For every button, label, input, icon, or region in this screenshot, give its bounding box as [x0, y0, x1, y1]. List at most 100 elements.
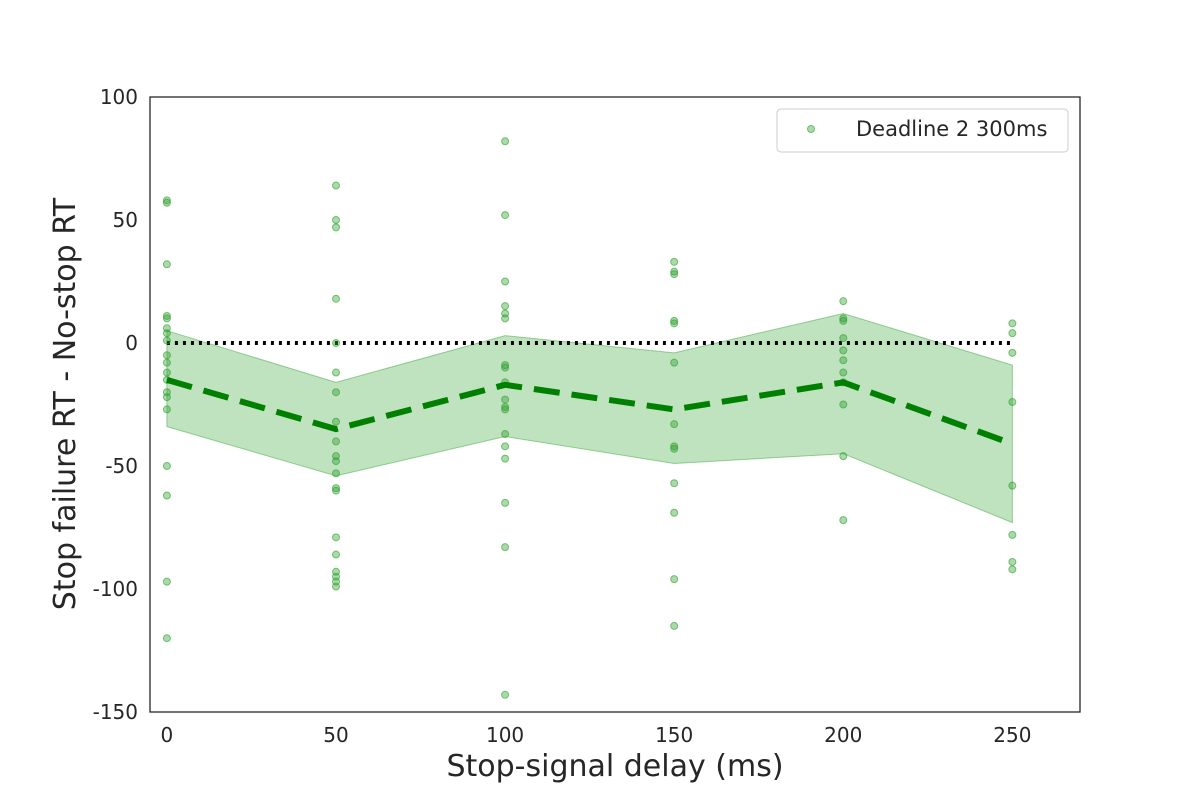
data-point [501, 363, 510, 372]
data-point [1008, 319, 1017, 328]
x-tick-label: 150 [655, 723, 693, 747]
data-point [332, 437, 340, 446]
data-point [670, 442, 679, 451]
y-tick-label: -50 [105, 454, 138, 478]
legend-marker [807, 125, 815, 133]
data-point [501, 302, 510, 311]
data-point [501, 211, 510, 220]
mean-dashed-line [166, 377, 1014, 447]
data-point [162, 405, 171, 414]
data-point [1008, 329, 1017, 338]
data-point [162, 336, 171, 345]
data-point [332, 388, 340, 397]
data-point [332, 223, 340, 232]
data-point [670, 267, 679, 276]
data-point [1008, 481, 1017, 490]
data-point [501, 405, 510, 414]
data-point [501, 442, 510, 451]
data-point [501, 454, 510, 463]
y-tick-label: 0 [125, 331, 138, 355]
data-point [332, 417, 340, 426]
data-point [839, 334, 848, 343]
data-point [670, 508, 679, 517]
y-tick-label: 100 [100, 85, 138, 109]
data-point [1008, 530, 1017, 539]
data-point [839, 316, 848, 325]
data-point [162, 368, 171, 377]
data-point [839, 400, 848, 409]
data-point [501, 314, 510, 323]
data-point [501, 690, 510, 699]
data-point [332, 216, 340, 224]
y-axis-ticks: 100 50 0 -50 -100 -150 [93, 85, 138, 724]
data-point [670, 420, 679, 429]
data-point [501, 361, 510, 370]
data-point [501, 395, 510, 404]
data-point [839, 314, 848, 323]
data-point [162, 314, 171, 323]
y-axis-title: Stop failure RT - No-stop RT [48, 197, 83, 610]
data-point [839, 297, 848, 306]
data-point [332, 181, 340, 190]
data-point [1008, 565, 1017, 574]
x-tick-label: 0 [161, 723, 174, 747]
data-point [332, 484, 340, 493]
data-point [501, 402, 510, 411]
data-point [332, 457, 340, 466]
y-tick-label: 50 [113, 208, 138, 232]
data-point [332, 339, 340, 347]
data-point [332, 469, 340, 478]
data-point [162, 462, 171, 470]
data-point [670, 444, 679, 453]
legend: Deadline 2 300ms [776, 108, 1069, 153]
data-point [162, 393, 171, 402]
data-point [670, 319, 679, 328]
data-point [1008, 348, 1017, 357]
data-point [670, 316, 679, 325]
data-point [839, 452, 848, 461]
confidence-band-layer [166, 312, 1013, 524]
data-point [670, 575, 679, 584]
data-point [501, 543, 510, 552]
data-point [332, 486, 340, 495]
data-point [162, 577, 171, 586]
data-point [670, 358, 679, 367]
x-tick-label: 250 [993, 723, 1031, 747]
x-tick-label: 50 [323, 723, 348, 747]
legend-box [776, 108, 1069, 153]
legend-label: Deadline 2 300ms [856, 117, 1047, 141]
data-point [162, 634, 171, 643]
mean-line-layer [166, 377, 1014, 447]
data-point [670, 621, 679, 630]
data-point [162, 358, 171, 367]
data-point [332, 582, 340, 591]
data-point [332, 294, 340, 303]
data-point [162, 196, 171, 205]
data-point [839, 356, 848, 365]
data-point [332, 550, 340, 559]
x-tick-label: 100 [486, 723, 524, 747]
data-point [501, 137, 510, 146]
x-axis-title: Stop-signal delay (ms) [446, 749, 783, 784]
x-axis-ticks: 0 50 100 150 200 250 [161, 723, 1032, 747]
data-point [332, 533, 340, 542]
data-point [501, 498, 510, 507]
data-point [162, 329, 171, 338]
data-point [332, 368, 340, 377]
data-point [670, 270, 679, 279]
data-point [1008, 398, 1017, 407]
data-point [162, 260, 171, 269]
data-point [839, 346, 848, 355]
data-point [1008, 557, 1017, 566]
data-point [839, 368, 848, 377]
data-point [162, 491, 171, 500]
data-point [670, 479, 679, 488]
data-point [501, 277, 510, 286]
plot-frame [149, 96, 1081, 713]
data-point [162, 351, 171, 360]
data-point [162, 311, 171, 320]
scatter-points-layer [162, 137, 1017, 699]
x-tick-label: 200 [824, 723, 862, 747]
